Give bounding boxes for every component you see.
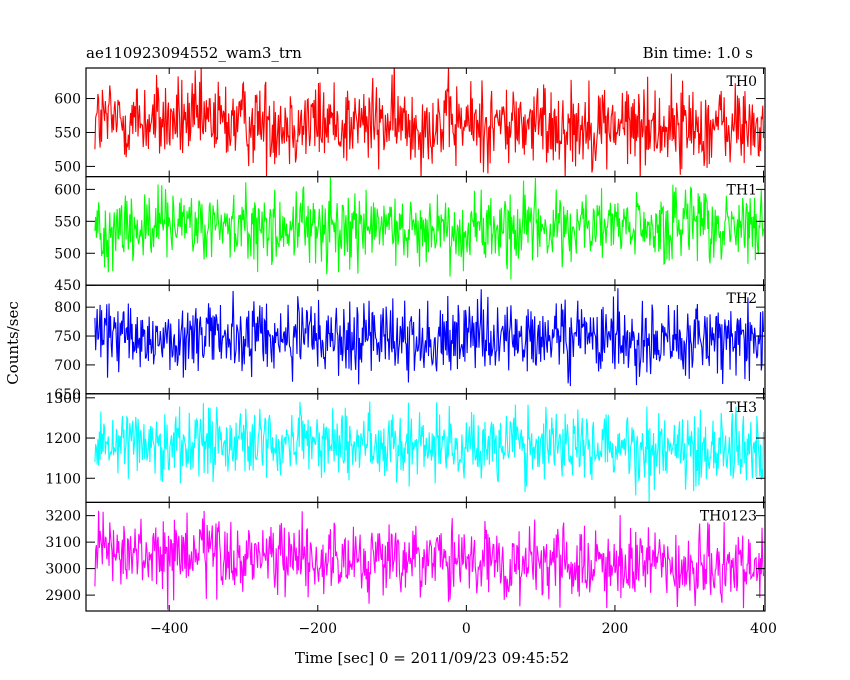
chart-title: ae110923094552_wam3_trn bbox=[86, 44, 302, 62]
y-tick-label: 1100 bbox=[45, 471, 81, 487]
y-tick-label: 600 bbox=[54, 92, 81, 108]
panel-frame-th0123 bbox=[85, 501, 766, 612]
panel-label-th3: TH3 bbox=[727, 400, 757, 416]
x-tick-label: 400 bbox=[750, 621, 777, 637]
y-tick-label: 2900 bbox=[45, 588, 81, 604]
panel-label-th2: TH2 bbox=[727, 291, 757, 307]
series-line-th0123 bbox=[94, 510, 765, 610]
y-tick-label: 3100 bbox=[45, 535, 81, 551]
x-tick-label: −200 bbox=[299, 621, 337, 637]
y-tick-label: 700 bbox=[54, 358, 81, 374]
series-line-th2 bbox=[94, 288, 765, 387]
x-tick-label: 200 bbox=[602, 621, 629, 637]
panel-label-th1: TH1 bbox=[727, 183, 757, 199]
y-tick-label: 450 bbox=[54, 278, 81, 294]
x-tick-label: −400 bbox=[150, 621, 188, 637]
series-line-th3 bbox=[94, 401, 765, 502]
y-tick-label: 550 bbox=[54, 214, 81, 230]
y-tick-label: 3200 bbox=[45, 509, 81, 525]
y-tick-label: 550 bbox=[54, 125, 81, 141]
x-axis-label: Time [sec] 0 = 2011/09/23 09:45:52 bbox=[294, 649, 570, 667]
y-tick-label: 500 bbox=[54, 159, 81, 175]
series-line-th1 bbox=[94, 176, 765, 280]
y-axis-label: Counts/sec bbox=[4, 301, 22, 385]
y-tick-label: 600 bbox=[54, 182, 81, 198]
y-tick-label: 800 bbox=[54, 300, 81, 316]
y-tick-label: 1300 bbox=[45, 391, 81, 407]
panel-label-th0: TH0 bbox=[727, 74, 757, 90]
panel-label-th0123: TH0123 bbox=[700, 508, 757, 524]
series-line-th0 bbox=[94, 68, 765, 177]
x-tick-label: 0 bbox=[462, 621, 471, 637]
bin-time-label: Bin time: 1.0 s bbox=[642, 44, 753, 62]
y-tick-label: 3000 bbox=[45, 562, 81, 578]
y-tick-label: 650 bbox=[54, 387, 81, 403]
y-tick-label: 500 bbox=[54, 246, 81, 262]
y-tick-label: 1200 bbox=[45, 431, 81, 447]
y-tick-label: 750 bbox=[54, 329, 81, 345]
